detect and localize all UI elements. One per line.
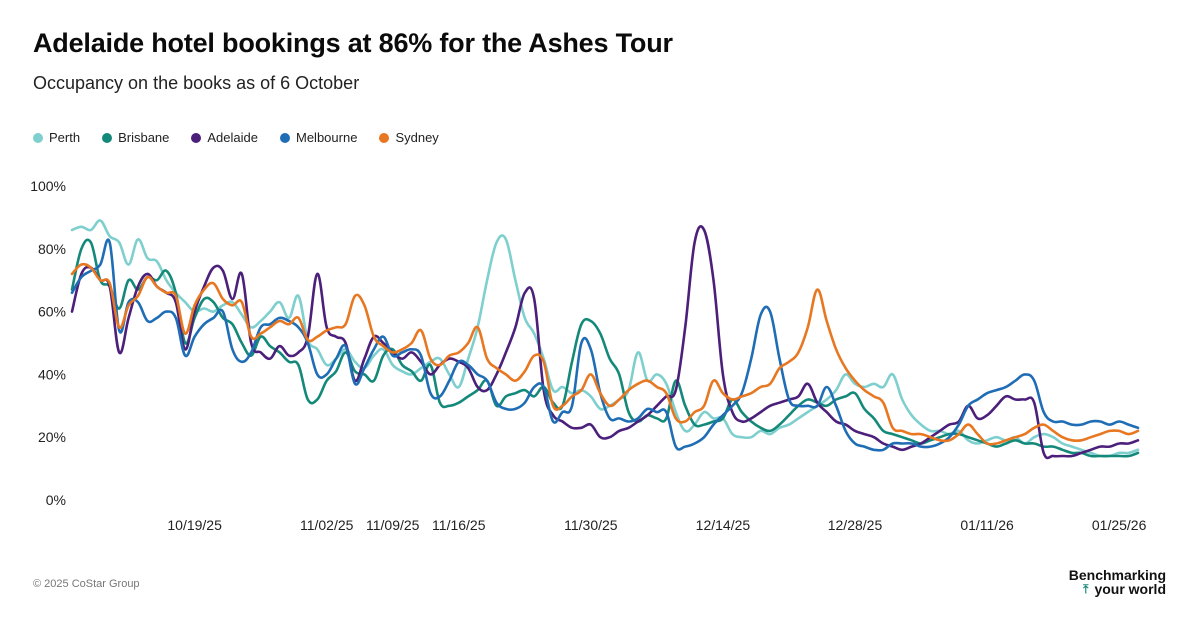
legend-label-perth: Perth: [49, 130, 81, 145]
legend-swatch-melbourne: [280, 132, 290, 143]
brand-line-1: Benchmarking: [1068, 567, 1166, 583]
legend-item-sydney[interactable]: Sydney: [379, 130, 439, 145]
x-tick-label: 12/14/25: [696, 517, 751, 533]
x-tick-label: 12/28/25: [828, 517, 883, 533]
brand-line-2: your world: [1094, 581, 1166, 597]
x-tick-label: 11/02/25: [300, 517, 354, 533]
x-axis-ticks: 10/19/25 11/02/25 11/09/25 11/16/25 11/30/25…: [167, 517, 1146, 533]
legend-label-melbourne: Melbourne: [296, 130, 358, 145]
legend-swatch-adelaide: [191, 132, 202, 143]
series-line-perth: [70, 219, 1140, 458]
legend-item-brisbane[interactable]: Brisbane: [102, 130, 169, 145]
y-tick-label: 100%: [30, 178, 66, 194]
y-tick-label: 60%: [38, 304, 66, 320]
y-tick-label: 80%: [38, 241, 66, 257]
x-tick-label: 10/19/25: [167, 517, 222, 533]
x-tick-label: 01/25/26: [1092, 517, 1147, 533]
legend-label-sydney: Sydney: [395, 130, 439, 145]
arrow-up-icon: ⤒: [1083, 582, 1089, 596]
series-line-melbourne: [70, 238, 1140, 452]
series-line-sydney: [70, 262, 1140, 446]
legend-swatch-brisbane: [102, 132, 113, 143]
legend-swatch-sydney: [379, 132, 390, 143]
y-tick-label: 40%: [38, 366, 66, 382]
series-lines: [70, 219, 1140, 460]
legend-label-brisbane: Brisbane: [118, 130, 170, 145]
y-tick-label: 0%: [46, 492, 66, 508]
legend-item-adelaide[interactable]: Adelaide: [191, 130, 258, 145]
legend-item-melbourne[interactable]: Melbourne: [280, 130, 357, 145]
x-tick-label: 11/16/25: [432, 517, 486, 533]
brand-logo: Benchmarking ⤒ your world: [1069, 568, 1166, 596]
legend-swatch-perth: [33, 132, 43, 143]
chart-title: Adelaide hotel bookings at 86% for the A…: [33, 28, 673, 58]
copyright: © 2025 CoStar Group: [33, 578, 140, 590]
legend-label-adelaide: Adelaide: [207, 130, 258, 145]
legend: Perth Brisbane Adelaide Melbourne Sydney: [33, 130, 439, 145]
legend-item-perth[interactable]: Perth: [33, 130, 80, 145]
x-tick-label: 11/09/25: [366, 517, 420, 533]
chart-subtitle: Occupancy on the books as of 6 October: [33, 73, 360, 93]
x-tick-label: 01/11/26: [960, 517, 1014, 533]
x-tick-label: 11/30/25: [564, 517, 618, 533]
y-axis-ticks: 0% 20% 40% 60% 80% 100%: [30, 178, 66, 508]
y-tick-label: 20%: [38, 429, 66, 445]
